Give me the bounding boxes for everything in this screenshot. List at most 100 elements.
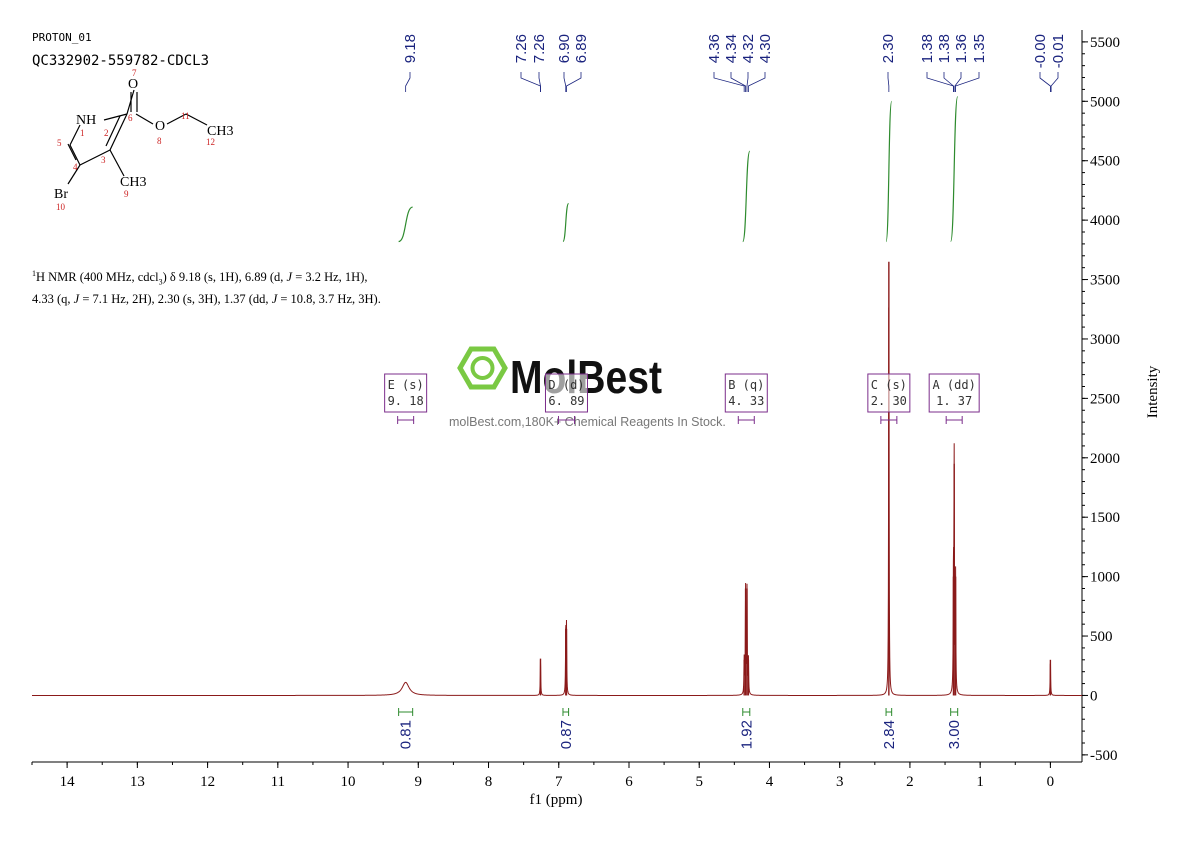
peak-label: 9.18: [402, 34, 419, 63]
peak-label-leader: [566, 72, 582, 92]
x-tick-label: 10: [341, 774, 356, 790]
nmr-text-part: H NMR (400 MHz, cdcl: [36, 270, 159, 285]
multiplet-shift: 4. 33: [728, 394, 764, 408]
integral-value: 0.81: [398, 720, 415, 749]
peak-label-leader: [955, 72, 980, 92]
peak-label-leader: [538, 72, 541, 92]
nmr-text-part: = 3.2 Hz, 1H), 4.33 (q,: [32, 270, 368, 306]
integral-curve: [950, 95, 959, 243]
atom-number: 8: [157, 136, 162, 146]
integral-value: 2.84: [881, 720, 898, 749]
peak-label: 4.30: [757, 34, 774, 63]
atom-number: 2: [104, 128, 109, 138]
multiplet-label: D (d): [548, 378, 584, 392]
peak-label: 1.36: [953, 34, 970, 63]
y-axis-label: Intensity: [1145, 365, 1161, 418]
y-tick-label: 3500: [1090, 273, 1120, 289]
peak-label: -0.01: [1050, 34, 1067, 68]
nmr-description: 1H NMR (400 MHz, cdcl3) δ 9.18 (s, 1H), …: [32, 265, 392, 308]
multiplet-box: [384, 373, 428, 413]
peak-label: 6.90: [556, 34, 573, 63]
y-tick-label: 4000: [1090, 213, 1120, 229]
peak-label: 1.38: [919, 34, 936, 63]
peak-label-leader: [954, 72, 962, 92]
atom-number: 10: [56, 202, 66, 212]
peak-label: 4.34: [723, 34, 740, 63]
x-tick-label: 3: [836, 774, 844, 790]
y-tick-label: 1000: [1090, 570, 1120, 586]
y-tick-label: 1500: [1090, 510, 1120, 526]
multiplet-box: [544, 373, 588, 413]
atom-ch3-ester: CH3: [207, 124, 233, 139]
atom-number: 12: [206, 137, 215, 147]
x-tick-label: 4: [766, 774, 774, 790]
y-tick-label: 2500: [1090, 391, 1120, 407]
sample-name: QC332902-559782-CDCL3: [32, 53, 209, 69]
multiplet-label: A (dd): [932, 378, 975, 392]
peak-label: 4.36: [706, 34, 723, 63]
atom-o-ester: O: [155, 119, 165, 134]
peak-label-leader: [1039, 72, 1051, 92]
nmr-text-part: ) δ 9.18 (s, 1H), 6.89 (d,: [162, 270, 287, 285]
peak-label-leader: [563, 72, 567, 92]
spectrum-line: [32, 307, 1082, 696]
peak-label-leader: [730, 72, 746, 92]
multiplet-shift: 1. 37: [936, 394, 972, 408]
multiplet-label: E (s): [388, 378, 424, 392]
atom-number: 11: [181, 111, 190, 121]
atom-number: 4: [73, 162, 78, 172]
x-tick-label: 12: [200, 774, 215, 790]
x-axis-label: f1 (ppm): [530, 792, 583, 808]
peak-label-leader: [520, 72, 541, 92]
atom-number: 9: [124, 189, 129, 199]
nucleus-superscript: 1: [32, 269, 36, 278]
nmr-text-part: = 10.8, 3.7 Hz, 3H).: [277, 291, 381, 306]
multiplet-shift: 9. 18: [388, 394, 424, 408]
experiment-name: PROTON_01: [32, 31, 92, 44]
x-tick-label: 8: [485, 774, 493, 790]
coupling-j: J: [271, 291, 278, 306]
x-tick-label: 5: [695, 774, 703, 790]
molbest-logo-icon: [457, 346, 508, 390]
integral-curve: [742, 150, 751, 243]
multiplet-box: [724, 373, 768, 413]
integral-curve: [885, 100, 893, 243]
atom-nh: NH: [76, 113, 96, 128]
y-tick-label: -500: [1090, 748, 1118, 764]
atom-o-carbonyl: O: [128, 77, 138, 92]
peak-label-leader: [887, 72, 890, 92]
x-tick-label: 1: [976, 774, 984, 790]
nmr-subscript: 3: [158, 277, 163, 287]
multiplet-box: [928, 373, 980, 413]
multiplet-label: B (q): [728, 378, 764, 392]
coupling-j: J: [286, 270, 293, 285]
atom-number: 6: [128, 113, 133, 123]
x-tick-label: 2: [906, 774, 914, 790]
watermark-tagline: molBest.com,180K+ Chemical Reagents In S…: [449, 415, 726, 429]
integral-curve: [398, 206, 413, 243]
peak-label: 6.89: [573, 34, 590, 63]
atom-ch3-ring: CH3: [120, 175, 146, 190]
multiplet-label: C (s): [871, 378, 907, 392]
x-tick-label: 9: [415, 774, 423, 790]
x-tick-label: 7: [555, 774, 563, 790]
multiplet-shift: 6. 89: [548, 394, 584, 408]
peak-label: 1.38: [936, 34, 953, 63]
integral-value: 1.92: [738, 720, 755, 749]
y-tick-label: 0: [1090, 688, 1098, 704]
coupling-j: J: [73, 291, 80, 306]
peak-label-leader: [405, 72, 411, 92]
peak-label-leader: [746, 72, 749, 92]
atom-number: 7: [132, 68, 137, 78]
integral-curve: [562, 202, 570, 243]
x-tick-label: 13: [130, 774, 145, 790]
y-tick-label: 500: [1090, 629, 1113, 645]
molecule-structure: NH O O CH3 CH3 Br 1 2 3 4 5 6 7 8 9 10 1…: [54, 68, 233, 212]
peak-label: 7.26: [513, 34, 530, 63]
peak-label-leader: [1050, 72, 1059, 92]
y-tick-label: 3000: [1090, 332, 1120, 348]
peak-label: -0.00: [1032, 34, 1049, 68]
multiplet-box: [867, 373, 911, 413]
x-tick-label: 6: [625, 774, 633, 790]
